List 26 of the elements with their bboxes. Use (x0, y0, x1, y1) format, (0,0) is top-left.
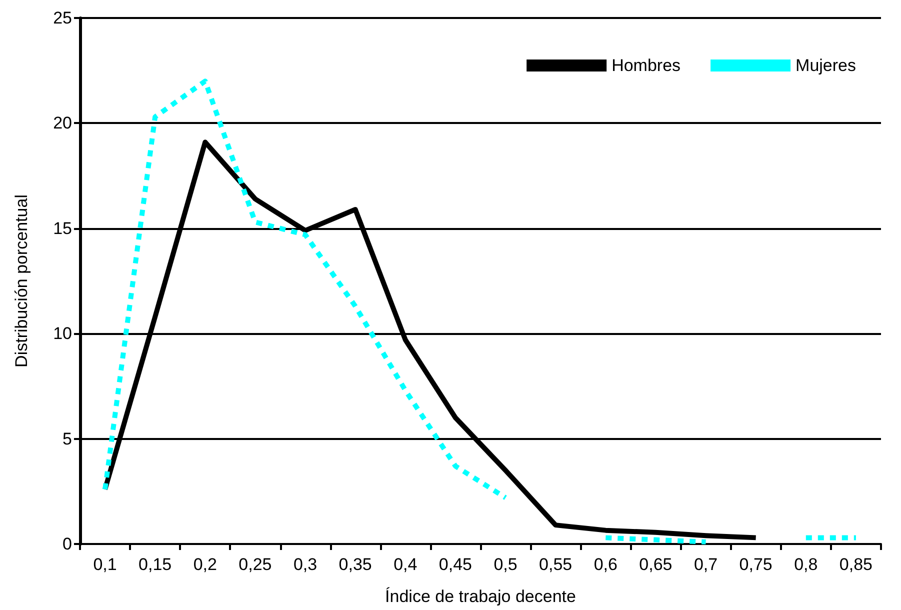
y-tick-label: 10 (53, 324, 72, 344)
x-tick-label: 0,55 (539, 555, 572, 574)
x-tick-label: 0,25 (238, 555, 272, 574)
x-tick-label: 0,2 (193, 555, 217, 574)
x-tick-label: 0,8 (794, 555, 818, 574)
y-tick-label: 15 (53, 218, 72, 238)
x-tick-label: 0,7 (694, 555, 718, 574)
x-tick-label: 0,4 (394, 555, 418, 574)
legend-label: Hombres (612, 56, 681, 75)
x-tick-label: 0,1 (93, 555, 117, 574)
x-tick-label: 0,15 (138, 555, 172, 574)
y-tick-label: 0 (62, 534, 72, 554)
x-tick-label: 0,6 (594, 555, 618, 574)
y-tick-label: 5 (62, 429, 72, 448)
x-tick-label: 0,65 (639, 555, 672, 574)
y-axis-title: Distribución porcentual (12, 194, 31, 368)
x-tick-label: 0,35 (338, 555, 372, 574)
x-tick-label: 0,85 (839, 555, 873, 574)
x-tick-label: 0,3 (293, 555, 318, 574)
x-tick-label: 0,45 (438, 555, 472, 574)
x-axis-title: Índice de trabajo decente (385, 587, 576, 606)
y-tick-label: 25 (53, 8, 72, 28)
x-tick-label: 0,75 (739, 555, 772, 574)
x-tick-label: 0,5 (494, 555, 518, 574)
y-tick-label: 20 (53, 114, 72, 133)
legend-label: Mujeres (796, 56, 856, 75)
